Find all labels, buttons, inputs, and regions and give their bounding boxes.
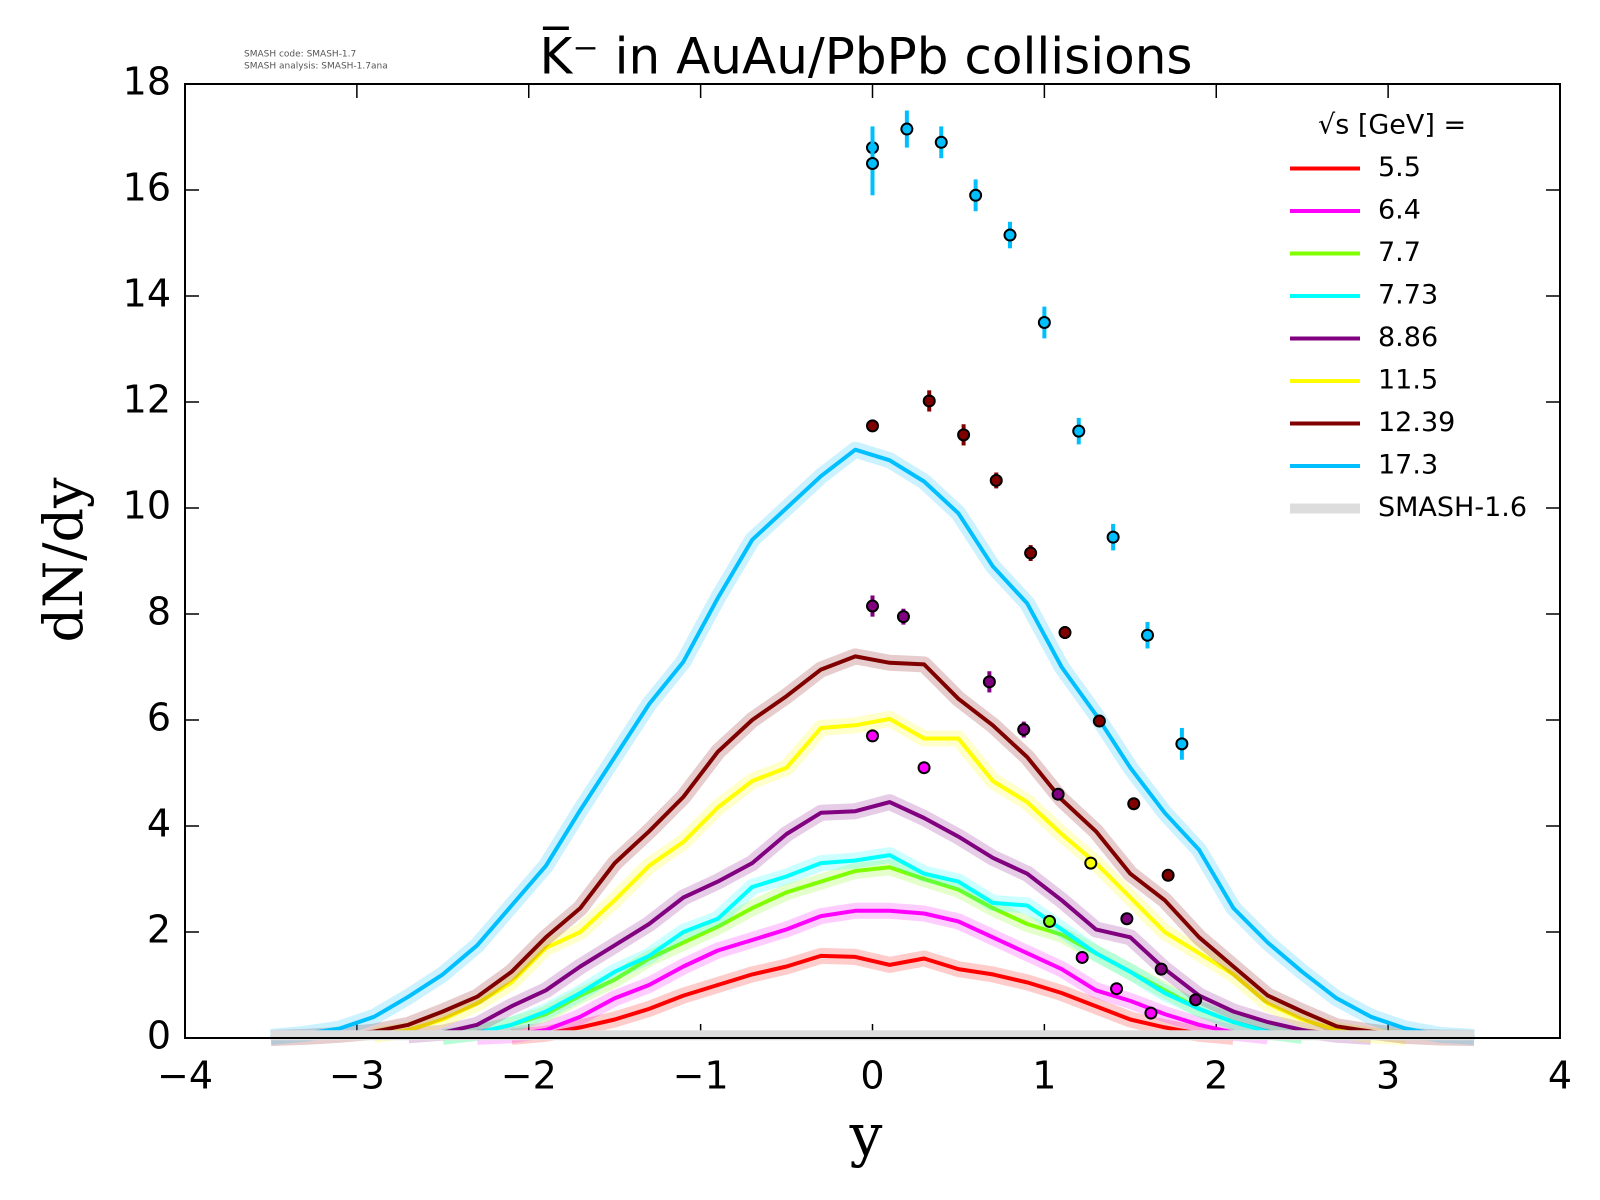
data-point — [1058, 626, 1072, 640]
data-point — [1051, 787, 1065, 801]
model-line — [270, 447, 1475, 1039]
data-point — [866, 419, 879, 433]
y-tick-label: 8 — [147, 590, 171, 634]
y-tick-label: 14 — [123, 272, 171, 316]
data-point — [1161, 868, 1175, 882]
data-point — [1003, 228, 1017, 242]
plot-area — [270, 110, 1475, 1046]
x-tick-label: 0 — [860, 1054, 884, 1098]
watermark: SMASH code: SMASH-1.7 — [244, 50, 356, 60]
data-point — [989, 473, 1003, 487]
data-point — [1175, 737, 1189, 751]
legend-label: 7.7 — [1378, 237, 1421, 268]
data-point — [900, 122, 914, 136]
data-point — [934, 135, 948, 149]
x-tick-label: 4 — [1548, 1054, 1572, 1098]
data-point — [1092, 714, 1106, 728]
data-point — [866, 599, 879, 613]
data-point — [982, 675, 996, 689]
x-tick-label: −2 — [501, 1054, 557, 1098]
model-line — [442, 853, 1303, 1039]
y-tick-label: 0 — [147, 1014, 171, 1058]
data-point — [1037, 316, 1051, 329]
data-point — [1043, 914, 1057, 928]
legend-label: 17.3 — [1378, 450, 1438, 481]
x-tick-label: 1 — [1032, 1054, 1056, 1098]
data-point — [896, 610, 910, 624]
x-tick-label: 2 — [1204, 1054, 1228, 1098]
data-point — [866, 729, 879, 743]
y-tick-label: 4 — [147, 802, 171, 846]
data-point — [917, 761, 931, 775]
model-line — [408, 800, 1372, 1039]
y-tick-label: 10 — [123, 484, 171, 528]
data-point — [1127, 797, 1141, 811]
data-point — [1189, 993, 1203, 1007]
data-point — [922, 394, 936, 408]
data-point — [1072, 424, 1086, 438]
x-tick-label: −1 — [673, 1054, 729, 1098]
data-point — [866, 157, 879, 170]
model-line — [270, 654, 1475, 1040]
legend-label: 7.73 — [1378, 280, 1438, 311]
data-point — [1024, 546, 1038, 560]
x-axis-label: y — [849, 1101, 883, 1169]
y-tick-label: 16 — [123, 166, 171, 210]
uncertainty-band — [270, 441, 1475, 1045]
y-tick-label: 6 — [147, 696, 171, 740]
data-point — [1084, 856, 1098, 870]
legend-label: 8.86 — [1378, 322, 1438, 353]
data-point — [1120, 912, 1134, 926]
data-point — [1141, 628, 1154, 642]
watermark: SMASH analysis: SMASH-1.7ana — [244, 62, 388, 72]
data-point — [969, 188, 983, 202]
legend-label: 12.39 — [1378, 407, 1455, 438]
uncertainty-band — [270, 648, 1475, 1046]
data-point — [1144, 1006, 1158, 1020]
y-tick-label: 2 — [147, 908, 171, 952]
data-point — [1110, 982, 1124, 996]
legend-label: 11.5 — [1378, 365, 1438, 396]
y-tick-label: 12 — [123, 378, 171, 422]
legend-label: SMASH-1.6 — [1378, 492, 1527, 523]
legend-label: 6.4 — [1378, 195, 1421, 226]
model-line — [373, 716, 1406, 1040]
data-point — [1106, 530, 1120, 544]
data-point — [1075, 950, 1089, 964]
plot-frame — [184, 83, 1561, 1039]
x-tick-label: 3 — [1376, 1054, 1400, 1098]
data-point — [1017, 723, 1031, 737]
model-line — [477, 908, 1269, 1039]
legend-title: √s [GeV] = — [1318, 110, 1466, 141]
model-line — [511, 953, 1234, 1039]
x-tick-label: −4 — [157, 1054, 213, 1098]
chart-title: K̅⁻ in AuAu/PbPb collisions — [540, 26, 1193, 85]
data-point — [957, 428, 971, 442]
x-tick-label: −3 — [329, 1054, 385, 1098]
data-point — [1154, 962, 1168, 976]
legend-label: 5.5 — [1378, 152, 1421, 183]
y-tick-label: 18 — [123, 60, 171, 104]
y-axis-label: dN/dy — [32, 477, 95, 643]
